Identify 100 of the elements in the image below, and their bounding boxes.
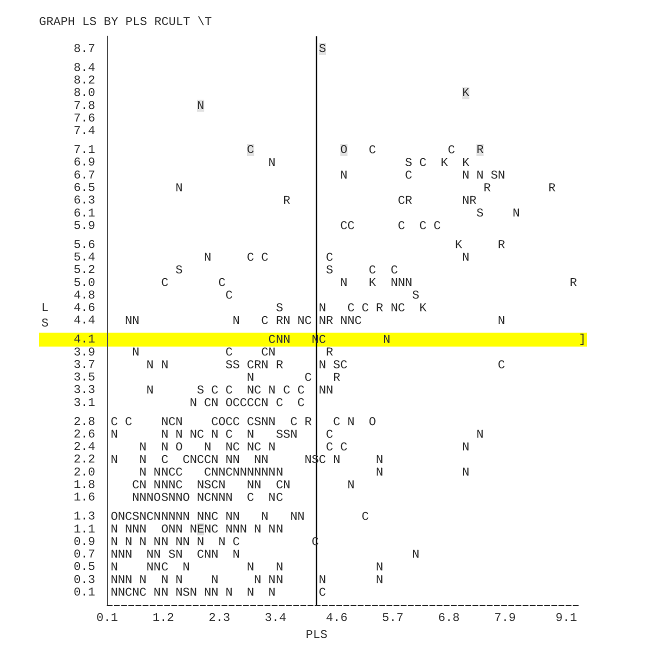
y-tick-label: 0.3: [74, 572, 96, 587]
point: [154, 492, 160, 502]
point: [498, 240, 505, 248]
x-tick-label: 3.4: [264, 611, 286, 626]
y-tick-label: 5.0: [74, 276, 96, 290]
y-tick-label: 0.7: [74, 548, 96, 562]
y-axis-title: LS: [38, 301, 52, 332]
y-tick-label: 6.9: [74, 156, 96, 170]
point: [176, 442, 182, 451]
y-tick-label: 0.9: [74, 534, 96, 549]
point: [232, 360, 240, 368]
point: [111, 512, 118, 520]
point: [176, 265, 182, 274]
point: [183, 588, 190, 596]
x-tick-label: 5.7: [382, 611, 404, 626]
y-tick-label: 4.6: [74, 301, 96, 316]
y-tick-label: 3.5: [74, 370, 96, 385]
y-tick-label: 2.8: [74, 414, 96, 429]
point: [218, 417, 225, 426]
point: [254, 360, 261, 368]
point: [406, 196, 412, 204]
y-tick-label: 6.7: [74, 168, 96, 182]
x-axis-title: PLS: [306, 628, 328, 642]
chart-title: GRAPH LS BY PLS RCULT \T: [39, 15, 212, 29]
point: [376, 303, 383, 312]
y-tick-label: 3.9: [74, 345, 96, 360]
x-tick-label: 9.1: [555, 611, 578, 626]
y-tick-label: 5.9: [74, 218, 96, 233]
y-tick-label: 7.4: [74, 124, 96, 138]
point: [326, 316, 333, 324]
point: [132, 512, 139, 520]
y-tick-label: 8.0: [74, 86, 96, 100]
point: [183, 492, 190, 502]
series-label: O: [340, 143, 348, 158]
point: [226, 360, 232, 368]
y-tick-label: 2.4: [74, 440, 96, 454]
y-tick-label: 5.4: [74, 250, 96, 264]
y-tick-label: 1.6: [74, 490, 96, 505]
y-tick-label: 2.6: [74, 427, 96, 442]
x-tick-label: 2.3: [208, 611, 230, 626]
point: [197, 385, 204, 394]
point: [276, 303, 283, 312]
y-tick-label: 2.2: [74, 452, 96, 467]
x-tick-label: 1.2: [152, 611, 174, 626]
y-tick-label: 4.1: [74, 332, 96, 347]
x-tick-label: 7.9: [494, 611, 516, 626]
x-tick-label: 6.8: [438, 611, 460, 626]
y-tick-label: 7.6: [74, 111, 96, 126]
y-tick-label: 1.1: [74, 522, 96, 536]
point: [226, 398, 232, 406]
point: [549, 183, 556, 192]
point: [334, 372, 340, 381]
y-tick-label: 2.0: [74, 465, 96, 480]
y-tick-label: 7.1: [74, 143, 96, 158]
point: [276, 360, 283, 368]
annotation: ]: [578, 332, 586, 347]
y-tick-label: 5.6: [74, 238, 96, 252]
y-tick-label: 3.1: [74, 396, 96, 410]
y-tick-label: 3.3: [74, 383, 96, 398]
point: [326, 348, 333, 356]
y-tick-label: 6.5: [74, 180, 96, 195]
series-label: S: [318, 42, 326, 56]
y-tick-label: 8.2: [74, 74, 96, 88]
point: [326, 265, 333, 274]
y-tick-label: 5.2: [74, 263, 96, 278]
y-tick-label: 8.4: [74, 60, 96, 75]
point: [491, 170, 498, 179]
x-tick-label: 0.1: [96, 611, 118, 626]
y-tick-label: 0.1: [74, 585, 96, 600]
series-label: N: [196, 98, 204, 113]
y-tick-label: 8.7: [74, 42, 96, 56]
point: [305, 417, 312, 426]
series-label: C: [246, 143, 254, 158]
point: [283, 430, 290, 438]
y-tick-label: 6.1: [74, 206, 96, 220]
y-tick-label: 7.8: [74, 98, 96, 113]
point: [442, 158, 448, 166]
point: [570, 278, 577, 286]
point: [284, 196, 290, 204]
point: [333, 360, 340, 368]
point: [204, 480, 211, 489]
point: [276, 316, 283, 324]
point: [254, 417, 261, 426]
point: [162, 524, 168, 533]
point: [456, 240, 462, 248]
series-label: K: [462, 86, 470, 100]
point: [405, 158, 412, 166]
y-tick-label: 4.4: [74, 314, 96, 328]
point: [369, 417, 376, 426]
x-tick-label: 4.6: [326, 611, 348, 626]
series-label: E: [196, 522, 204, 536]
point: [312, 454, 318, 464]
point: [162, 492, 168, 502]
y-tick-label: 6.3: [74, 194, 96, 208]
y-tick-label: 1.3: [74, 510, 96, 524]
point: [463, 158, 470, 166]
point: [412, 290, 419, 299]
point: [470, 196, 476, 204]
point: [370, 278, 376, 286]
y-tick-label: 1.8: [74, 478, 96, 492]
